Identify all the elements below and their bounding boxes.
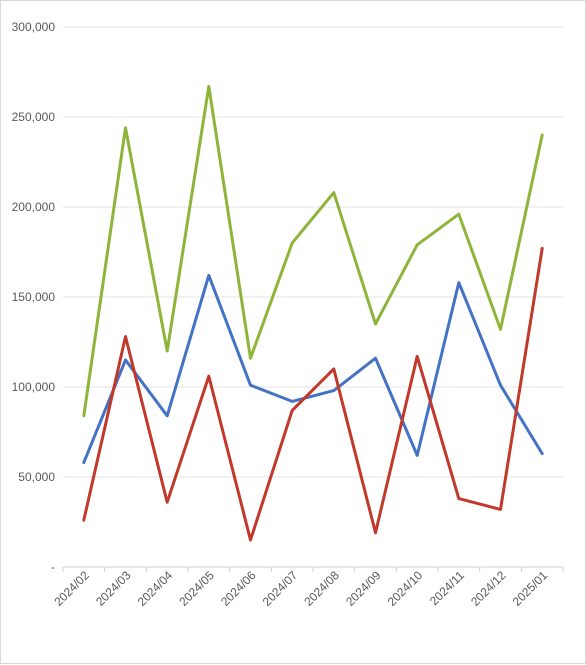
y-tick-label: - [51, 560, 55, 574]
y-tick-label: 150,000 [12, 290, 56, 304]
x-tick-label: 2024/04 [135, 568, 176, 609]
series-line-1 [82, 273, 544, 465]
y-tick-label: 200,000 [12, 200, 56, 214]
x-tick-label: 2024/11 [427, 568, 467, 608]
x-tick-label: 2024/06 [218, 568, 259, 609]
x-tick-label: 2024/03 [93, 568, 134, 609]
y-tick-label: 100,000 [12, 380, 56, 394]
x-tick-label: 2024/08 [301, 568, 342, 609]
series-lines [82, 84, 544, 542]
y-tick-label: 50,000 [18, 470, 55, 484]
y-tick-label: 300,000 [12, 20, 56, 34]
y-tick-label: 250,000 [12, 110, 56, 124]
x-tick-label: 2024/05 [176, 568, 217, 609]
x-tick-label: 2024/12 [468, 568, 509, 609]
y-axis-ticks: - 50,000 100,000 150,000 200,000 250,000 300,0… [12, 20, 56, 574]
series-line-2 [82, 246, 544, 542]
x-axis-ticks: 2024/02 2024/03 2024/04 2024/05 2024/06 2024/… [51, 567, 564, 609]
x-tick-label: 2024/02 [51, 568, 92, 609]
x-tick-label: 2025/01 [510, 568, 551, 609]
series-line-3 [82, 84, 544, 418]
x-tick-label: 2024/07 [260, 568, 301, 609]
x-tick-label: 2024/10 [385, 568, 426, 609]
x-tick-label: 2024/09 [343, 568, 384, 609]
